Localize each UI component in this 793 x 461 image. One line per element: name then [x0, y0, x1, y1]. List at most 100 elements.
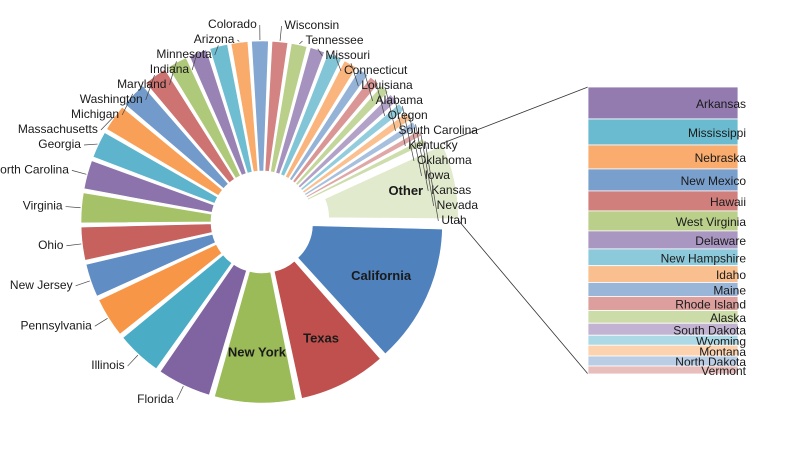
bar-label: Idaho [716, 268, 746, 282]
pie-slice [292, 76, 380, 184]
pie-slice [300, 103, 405, 191]
leader-line [121, 93, 134, 116]
slice-label: Indiana [150, 62, 190, 76]
bar-segment [587, 365, 739, 375]
slice-label: Michigan [71, 107, 119, 121]
bar-label: South Dakota [673, 323, 746, 337]
slice-label: New Jersey [10, 278, 73, 292]
leader-line [71, 170, 87, 175]
leader-line [424, 140, 439, 222]
leader-line [66, 243, 82, 247]
slice-label: Ohio [38, 238, 64, 252]
bar-label: Vermont [701, 364, 746, 378]
slice-label: California [351, 268, 412, 283]
leader-line [415, 124, 429, 192]
pie-slice [297, 94, 398, 189]
pie-slice [159, 264, 247, 396]
slice-label: Tennessee [305, 33, 363, 47]
pie-slice [284, 60, 357, 179]
leader-line [409, 115, 422, 177]
slice-label: Minnesota [156, 47, 212, 61]
pie-slice [302, 112, 412, 194]
slice-label: Maryland [117, 77, 166, 91]
leader-line [350, 63, 359, 87]
other-slice [323, 144, 460, 220]
leader-line [65, 206, 81, 209]
slice-label: New York [228, 344, 287, 359]
pie-slice [273, 260, 381, 399]
slice-label: North Carolina [0, 163, 69, 177]
pie-slice [230, 41, 259, 173]
pie-slice [122, 254, 233, 370]
bar-label: Rhode Island [675, 298, 746, 312]
leader-line [176, 385, 184, 400]
pie-slice [145, 68, 235, 184]
slice-label: Wisconsin [285, 18, 340, 32]
slice-label: Oklahoma [417, 153, 472, 167]
slice-label: Nevada [437, 198, 479, 212]
leader-line [83, 143, 98, 146]
slice-label: Florida [137, 392, 174, 406]
slice-label: Kansas [431, 183, 471, 197]
leader-line [299, 40, 303, 45]
pie-slice [98, 244, 223, 335]
slice-label: Massachusetts [18, 122, 98, 136]
leader-line [75, 280, 90, 287]
slice-label: Georgia [38, 137, 81, 151]
pie-slice [251, 40, 269, 172]
pie-slice [167, 57, 241, 179]
bar-label: Maine [713, 284, 746, 298]
bar-label: Hawaii [710, 195, 746, 209]
leader-line [385, 88, 396, 132]
pie-slice [83, 160, 215, 213]
slice-label: Louisiana [361, 78, 413, 92]
bar-label: New Mexico [681, 174, 747, 188]
leader-line [100, 117, 114, 131]
slice-label: Alabama [376, 93, 424, 107]
slice-label: Colorado [208, 17, 257, 31]
slice-label: Utah [441, 213, 466, 227]
bar-label: Arkansas [696, 97, 746, 111]
bar-segment [587, 118, 739, 146]
leader-line [279, 25, 282, 41]
slice-label: Oregon [388, 108, 428, 122]
bar-label: Nebraska [695, 151, 747, 165]
connector-line [441, 86, 589, 144]
pie-slice [280, 53, 342, 177]
slice-label: Missouri [325, 48, 370, 62]
pie-slice [92, 132, 218, 204]
pie-slice [264, 40, 289, 172]
bar-label: West Virginia [676, 215, 747, 229]
bar-label: Montana [699, 345, 746, 359]
leader-line [402, 106, 415, 162]
pie-slice [106, 106, 223, 196]
pie-slice [295, 85, 389, 186]
leader-line [363, 71, 373, 102]
connector-line [458, 220, 589, 375]
leader-line [169, 61, 177, 86]
pie-slice [275, 47, 325, 175]
leader-line [94, 317, 108, 327]
bar-segment [587, 86, 739, 120]
slice-label: South Carolina [399, 123, 479, 137]
slice-label: Pennsylvania [20, 318, 92, 332]
slice-label: Illinois [91, 358, 124, 372]
slice-label: Arizona [194, 32, 235, 46]
bar-label: Mississippi [688, 126, 746, 140]
bar-label: New Hampshire [661, 251, 747, 265]
pie-slice [80, 223, 213, 261]
pie-slice [297, 225, 443, 355]
leader-line [420, 132, 435, 207]
slice-label: Texas [303, 330, 339, 345]
slice-label: Washington [80, 92, 143, 106]
pie-slice [209, 44, 253, 174]
leader-line [374, 79, 386, 117]
pie-slice [270, 43, 308, 173]
leader-line [317, 48, 323, 57]
pie-slice [85, 234, 216, 297]
slice-label: Other [388, 183, 423, 198]
leader-line [214, 45, 219, 56]
leader-line [237, 39, 240, 42]
pie-slice [124, 85, 229, 189]
